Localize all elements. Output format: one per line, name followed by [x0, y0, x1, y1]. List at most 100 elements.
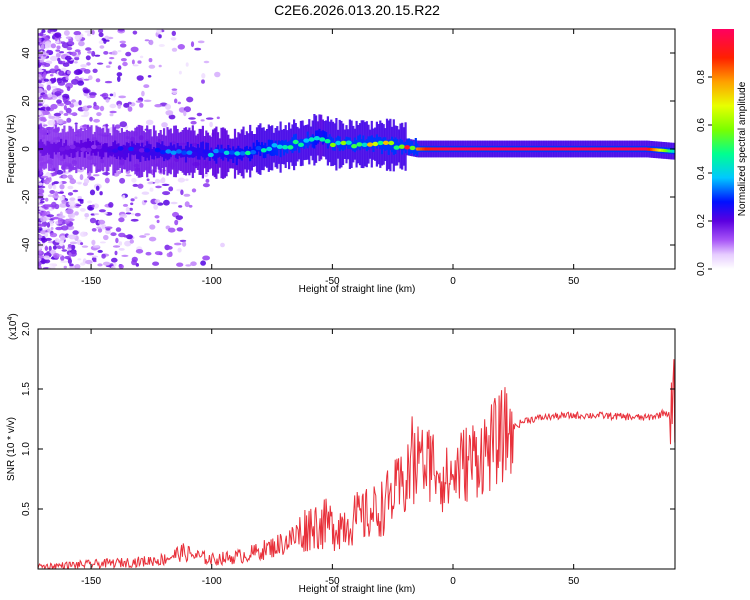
- snr-x-tick-label: -150: [81, 576, 101, 587]
- noise-cell: [42, 227, 48, 231]
- band-cell: [80, 140, 83, 152]
- band-cell: [46, 140, 49, 153]
- noise-cell: [153, 204, 159, 210]
- noise-cell: [118, 232, 126, 238]
- noise-cell: [64, 100, 72, 106]
- noise-cell: [57, 215, 66, 219]
- noise-cell: [69, 177, 74, 180]
- band-cell: [169, 142, 172, 158]
- noise-cell: [60, 260, 68, 263]
- snr-x-label: Height of straight line (km): [299, 584, 416, 595]
- noise-cell: [38, 171, 44, 177]
- noise-cell: [119, 40, 126, 44]
- ridge-cell: [229, 150, 235, 155]
- ridge-cell: [213, 148, 220, 154]
- noise-cell: [183, 193, 191, 197]
- noise-cell: [205, 117, 214, 120]
- noise-cell: [61, 249, 68, 252]
- noise-cell: [123, 102, 130, 108]
- noise-cell: [130, 46, 139, 53]
- ridge-cell: [324, 139, 331, 144]
- ridge-cell: [175, 149, 182, 154]
- noise-cell: [84, 30, 92, 33]
- ridge-cell: [398, 144, 405, 149]
- noise-cell: [94, 54, 101, 57]
- noise-cell: [55, 226, 63, 231]
- ridge-cell: [377, 140, 384, 146]
- noise-cell: [68, 200, 76, 206]
- noise-cell: [53, 112, 62, 117]
- band-cell: [93, 146, 96, 156]
- noise-cell: [46, 222, 51, 228]
- noise-cell: [159, 179, 165, 184]
- noise-cell: [130, 198, 135, 202]
- noise-cell: [122, 61, 128, 67]
- noise-cell: [171, 47, 178, 52]
- noise-cell: [47, 208, 54, 211]
- noise-cell: [68, 112, 77, 115]
- noise-cell: [56, 45, 61, 50]
- noise-cell: [48, 220, 55, 224]
- noise-cell: [40, 210, 44, 213]
- snr-y-multiplier-exp: 4: [7, 317, 14, 321]
- ridge-cell: [138, 148, 145, 153]
- band-cell: [232, 146, 235, 163]
- noise-cell: [179, 239, 187, 243]
- band-cell: [260, 142, 264, 152]
- noise-cell: [105, 228, 111, 231]
- band-cell: [215, 147, 218, 164]
- band-cell: [271, 140, 274, 156]
- band-cell: [120, 145, 123, 158]
- band-cell: [142, 147, 145, 157]
- noise-cell: [67, 44, 73, 47]
- noise-cell: [97, 263, 103, 267]
- noise-cell: [38, 244, 43, 250]
- noise-cell: [87, 32, 92, 37]
- noise-cell: [144, 39, 150, 42]
- band-cell: [274, 140, 277, 155]
- noise-cell: [69, 103, 75, 108]
- noise-cell: [77, 258, 82, 261]
- band-cell: [385, 139, 389, 150]
- band-cell: [276, 144, 279, 156]
- band-cell: [281, 140, 284, 149]
- ridge-cell: [250, 150, 257, 155]
- noise-cell: [44, 245, 48, 252]
- band-cell: [44, 145, 47, 155]
- noise-cell: [60, 255, 65, 261]
- noise-cell: [139, 55, 144, 59]
- ridge-cell: [282, 145, 289, 150]
- noise-cell: [174, 98, 178, 104]
- noise-cell: [149, 224, 156, 230]
- noise-cell: [93, 118, 100, 123]
- noise-cell: [79, 199, 84, 204]
- chart-title: C2E6.2026.013.20.15.R22: [274, 2, 440, 18]
- noise-cell: [163, 199, 170, 206]
- noise-cell: [69, 178, 77, 185]
- noise-cell: [43, 71, 47, 78]
- noise-cell: [167, 245, 173, 250]
- spectrogram-x-tick-label: 0: [450, 276, 456, 287]
- band-cell: [313, 136, 316, 149]
- noise-cell: [47, 93, 53, 98]
- noise-cell: [114, 124, 121, 129]
- noise-cell: [38, 188, 45, 195]
- noise-cell: [59, 240, 64, 247]
- noise-cell: [56, 78, 63, 84]
- noise-cell: [99, 241, 106, 244]
- band-cell: [203, 150, 206, 160]
- noise-cell: [91, 228, 97, 232]
- ridge-cell: [372, 141, 379, 147]
- band-cell: [222, 150, 225, 161]
- snr-panel: -150 -100 -50 0 50 0.5 1.0 1.5 2.0 Height of st…: [6, 313, 676, 595]
- noise-cell: [66, 117, 72, 123]
- spectrogram-y-tick-label: 20: [21, 95, 32, 107]
- noise-cell: [190, 41, 195, 48]
- noise-cell: [85, 259, 93, 265]
- ridge-cell: [64, 145, 71, 150]
- noise-cell: [175, 215, 183, 221]
- snr-y-tick-label: 0.5: [21, 502, 32, 516]
- noise-cell: [114, 250, 118, 256]
- noise-cell: [178, 205, 183, 208]
- ridge-cell: [149, 151, 156, 156]
